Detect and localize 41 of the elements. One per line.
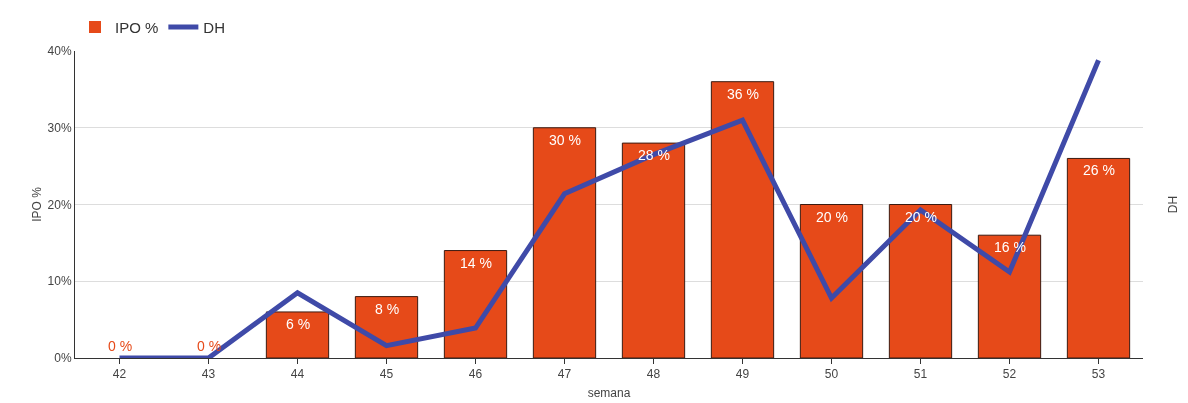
bar — [443, 250, 508, 358]
x-tick-label: 51 — [913, 367, 928, 382]
bar — [888, 204, 953, 358]
x-tick-label: 47 — [557, 367, 572, 382]
x-tick-label: 42 — [112, 367, 127, 382]
x-tick-label: 50 — [824, 367, 839, 382]
bar — [621, 142, 686, 358]
x-tick-label: 46 — [468, 367, 483, 382]
data-label: 0 % — [108, 338, 133, 354]
y-tick-label: 40% — [47, 44, 72, 59]
x-tick-label: 49 — [735, 367, 750, 382]
bar — [799, 204, 864, 358]
x-tick-label: 44 — [290, 367, 305, 382]
bar — [710, 81, 775, 358]
y-axis-title: IPO % — [30, 186, 44, 222]
y-tick-label: 10% — [47, 274, 72, 289]
bar — [1066, 157, 1131, 358]
bar — [265, 311, 330, 358]
data-label: 14 % — [460, 255, 492, 271]
data-label: 26 % — [1083, 162, 1115, 178]
data-label: 36 % — [727, 86, 759, 102]
data-label: 0 % — [197, 338, 222, 354]
x-tick-label: 48 — [646, 367, 661, 382]
x-tick-label: 52 — [1002, 367, 1017, 382]
x-tick-label: 53 — [1091, 367, 1106, 382]
legend-label: IPO % — [115, 18, 159, 36]
y-tick-label: 0% — [54, 351, 72, 366]
bar — [977, 234, 1042, 358]
bar — [532, 127, 597, 358]
y-tick-label: 20% — [47, 197, 72, 212]
data-label: 6 % — [286, 316, 311, 332]
data-label: 28 % — [638, 147, 670, 163]
data-label: 30 % — [549, 132, 581, 148]
x-tick-label: 45 — [379, 367, 394, 382]
y-tick-label: 30% — [47, 120, 72, 135]
x-axis-title: semana — [587, 386, 631, 401]
legend-label: DH — [203, 18, 226, 36]
data-label: 20 % — [816, 209, 848, 225]
data-label: 8 % — [375, 301, 400, 317]
x-tick-label: 43 — [201, 367, 216, 382]
y2-axis-title: DH — [1166, 195, 1180, 214]
